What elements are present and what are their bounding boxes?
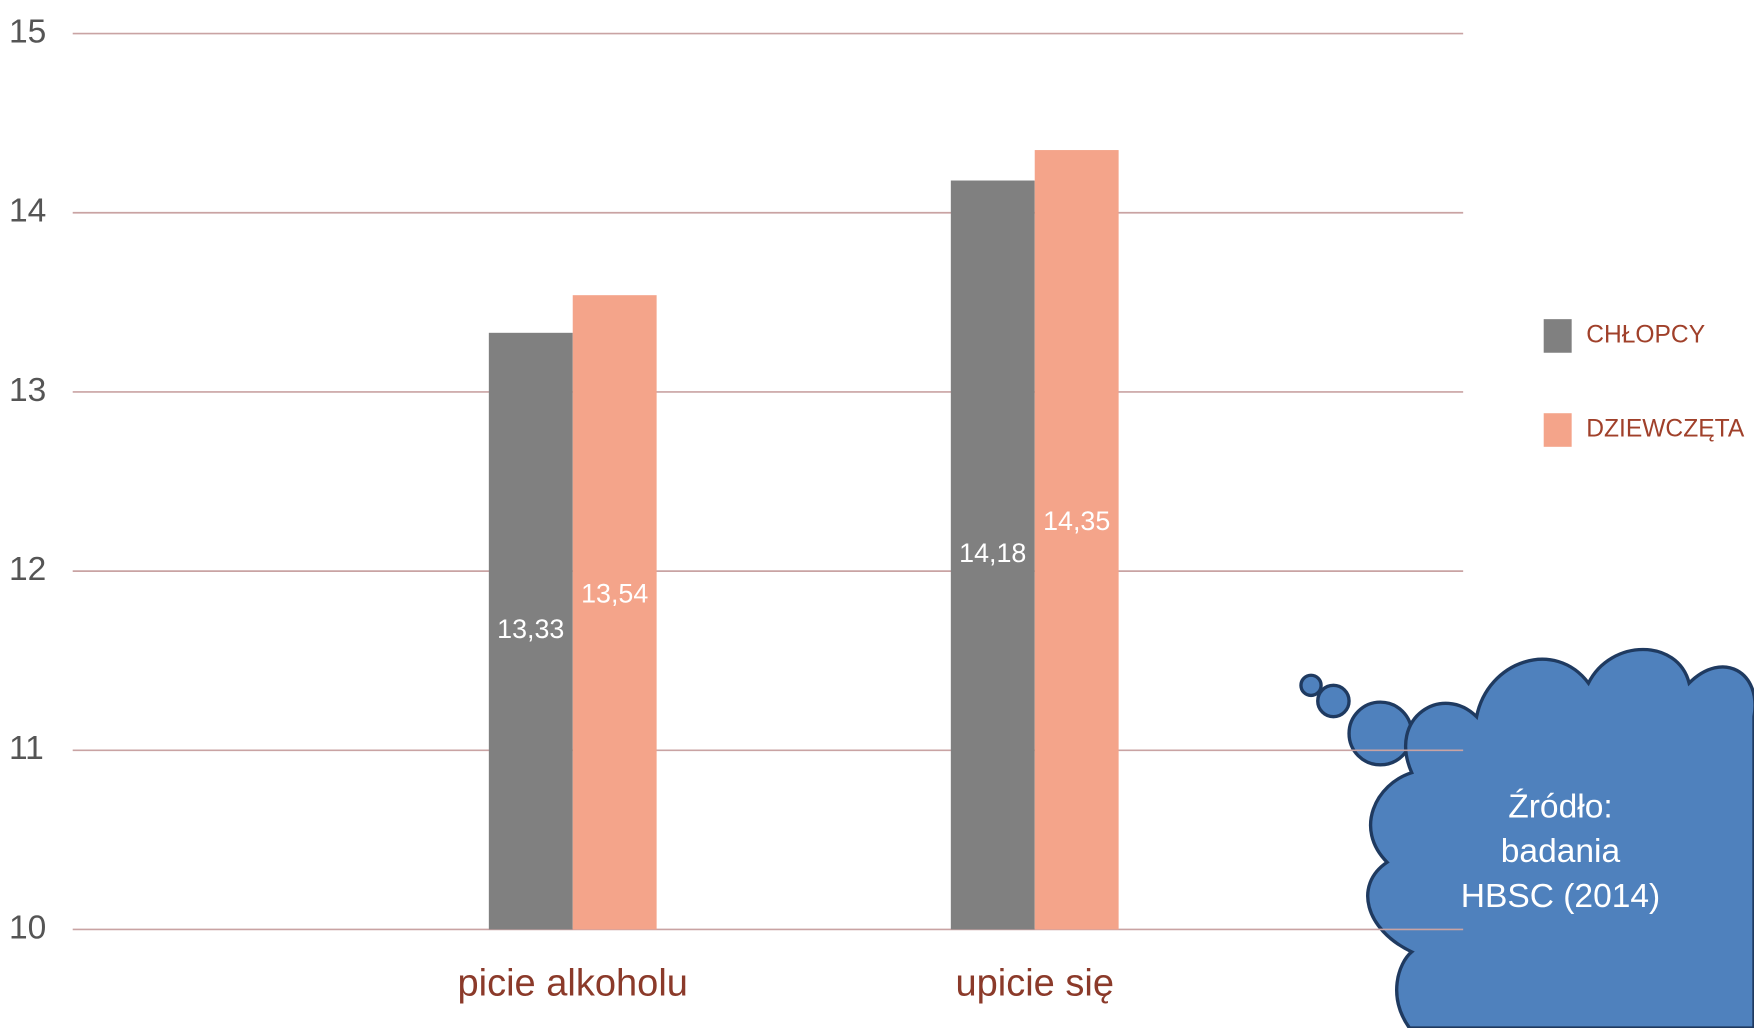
y-tick-label: 14 (9, 193, 46, 230)
source-note: badania (1501, 833, 1621, 870)
legend-label: CHŁOPCY (1586, 321, 1705, 348)
y-tick-label: 15 (9, 13, 46, 50)
source-note: Źródło: (1508, 788, 1612, 825)
y-tick-label: 13 (9, 372, 46, 409)
value-label: 13,54 (581, 579, 648, 609)
legend-label: DZIEWCZĘTA (1586, 416, 1745, 443)
bar (573, 295, 657, 929)
value-label: 14,35 (1043, 506, 1110, 536)
value-label: 13,33 (497, 614, 564, 644)
x-tick-label: upicie się (955, 962, 1114, 1004)
y-tick-label: 11 (9, 730, 44, 767)
y-tick-label: 12 (9, 551, 46, 588)
page: {"chart_data": {"type": "bar", "categori… (0, 0, 1754, 1028)
source-note: HBSC (2014) (1461, 878, 1660, 915)
chart: 10 11 12 13 14 15 picie alkoholu 13,33 13,54 upic… (0, 0, 1754, 1028)
legend-swatch (1544, 319, 1572, 353)
bar (1035, 150, 1119, 929)
value-label: 14,18 (959, 538, 1026, 568)
y-tick-label: 10 (9, 909, 46, 946)
x-tick-label: picie alkoholu (458, 962, 688, 1004)
legend-swatch (1544, 413, 1572, 447)
